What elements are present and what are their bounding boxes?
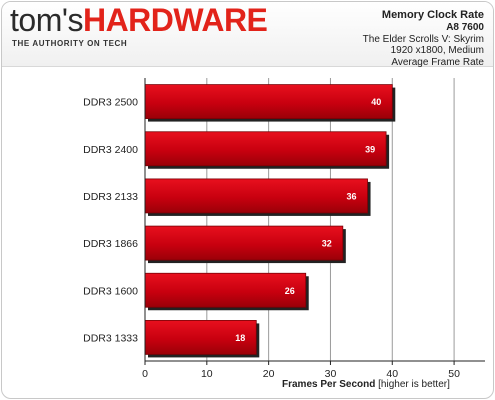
logo-hardware: HARDWARE — [82, 2, 268, 38]
bar — [144, 131, 387, 167]
x-axis-label: Frames Per Second [higher is better] — [282, 379, 450, 390]
x-tick-label: 30 — [325, 368, 337, 380]
category-label: DDR3 1866 — [83, 238, 138, 250]
category-label: DDR3 1333 — [83, 332, 138, 344]
x-axis-label-note: [higher is better] — [378, 379, 450, 390]
chart-title: Memory Clock Rate — [381, 9, 484, 21]
bar — [144, 320, 257, 355]
chart-subtitle-settings: 1920 x1800, Medium — [390, 45, 484, 57]
bar-value-label: 36 — [347, 191, 357, 201]
x-tick-label: 10 — [201, 368, 213, 380]
chart-subtitle: A8 7600 — [446, 21, 484, 33]
bar-value-label: 26 — [285, 286, 295, 296]
bar — [144, 178, 368, 214]
x-axis-label-main: Frames Per Second — [282, 379, 378, 390]
bar — [144, 272, 307, 308]
grid-layer — [206, 78, 455, 361]
logo-toms: tom's — [10, 2, 83, 38]
x-tick-label: 0 — [142, 368, 148, 380]
chart-subtitle-metric: Average Frame Rate — [391, 57, 484, 69]
category-label: DDR3 2500 — [83, 97, 138, 109]
category-label: DDR3 1600 — [83, 285, 138, 297]
header: tom'sHARDWARE THE AUTHORITY ON TECH Memo… — [2, 2, 493, 69]
chart-subtitle-game: The Elder Scrolls V: Skyrim — [362, 33, 484, 45]
category-label: DDR3 2133 — [83, 191, 138, 203]
bar — [144, 225, 344, 261]
bars-layer: 40 39 36 32 26 18 — [144, 84, 396, 358]
axis-layer: DDR3 2500 DDR3 2400 DDR3 2133 DDR3 1866 DDR3… — [83, 78, 485, 390]
bar-value-label: 40 — [371, 97, 381, 107]
chart-titles: Memory Clock Rate A8 7600 The Elder Scro… — [362, 9, 484, 69]
x-tick-label: 50 — [448, 368, 460, 380]
x-tick-label: 20 — [263, 368, 275, 380]
bar-value-label: 18 — [235, 333, 245, 343]
tagline: THE AUTHORITY ON TECH — [12, 39, 128, 48]
x-tick-label: 40 — [386, 368, 398, 380]
bar-value-label: 39 — [365, 144, 375, 154]
bar-value-label: 32 — [322, 239, 332, 249]
bar — [144, 84, 393, 119]
category-label: DDR3 2400 — [83, 144, 138, 156]
logo: tom'sHARDWARE — [10, 2, 268, 39]
